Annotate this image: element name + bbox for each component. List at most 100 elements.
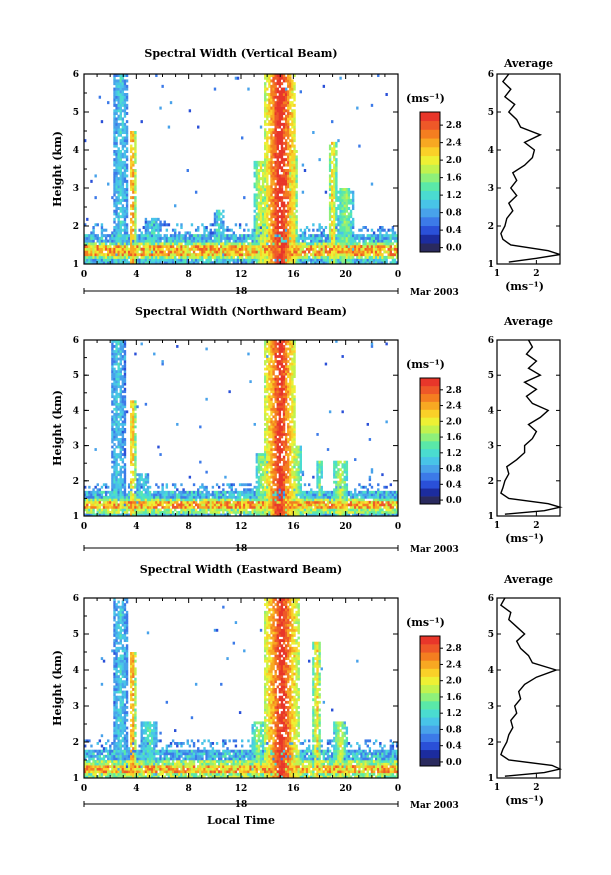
heatmap-cell	[284, 228, 288, 232]
colorbar-unit: (ms⁻¹)	[406, 92, 445, 105]
heatmap-cell	[278, 101, 282, 105]
heatmap-cell	[199, 255, 202, 259]
heatmap-cell	[270, 198, 273, 202]
heatmap-cell	[264, 103, 267, 107]
heatmap-cell	[337, 261, 340, 265]
heatmap-cell	[364, 242, 367, 246]
heatmap-cell	[134, 417, 137, 421]
heatmap-cell	[130, 422, 133, 426]
heatmap-cell	[341, 228, 344, 232]
heatmap-cell	[264, 342, 267, 346]
heatmap-cell	[391, 258, 395, 262]
heatmap-cell	[381, 245, 384, 249]
heatmap-cell	[171, 258, 175, 262]
heatmap-cell	[136, 255, 139, 259]
heatmap-cell	[207, 498, 210, 502]
heatmap-cell	[217, 490, 221, 494]
heatmap-cell	[117, 495, 120, 499]
heatmap-cell	[391, 236, 395, 240]
heatmap-cell	[182, 505, 185, 509]
heatmap-cell	[113, 103, 116, 107]
colorbar-tick-label: 2.0	[446, 156, 462, 166]
heatmap-cell	[222, 488, 225, 492]
heatmap-cell	[211, 513, 215, 517]
heatmap-cell	[341, 201, 344, 205]
heatmap-cell	[238, 258, 242, 262]
heatmap-cell	[213, 255, 217, 259]
heatmap-cell	[203, 242, 206, 246]
heatmap-cell	[284, 215, 288, 219]
heatmap-cell	[138, 258, 141, 262]
heatmap-cell	[278, 253, 282, 257]
heatmap-cell	[261, 160, 265, 164]
heatmap-cell	[266, 185, 269, 189]
heatmap-cell	[222, 498, 225, 502]
heatmap-cell	[253, 204, 256, 208]
heatmap-cell	[287, 141, 290, 145]
heatmap-cell	[247, 500, 250, 504]
heatmap-cell	[295, 226, 298, 230]
heatmap-cell	[125, 204, 129, 208]
heatmap-cell	[192, 261, 196, 265]
heatmap-cell	[377, 255, 380, 259]
heatmap-cell	[295, 234, 298, 238]
heatmap-cell	[255, 188, 259, 192]
heatmap-cell	[134, 245, 137, 249]
heatmap-cell	[282, 103, 286, 107]
heatmap-cell	[222, 510, 225, 514]
heatmap-cell	[207, 250, 210, 254]
heatmap-cell	[331, 120, 334, 124]
heatmap-cell	[264, 360, 267, 363]
heatmap-cell	[251, 231, 254, 235]
heatmap-cell	[264, 226, 267, 230]
heatmap-cell	[358, 253, 361, 257]
heatmap-cell	[293, 212, 296, 216]
heatmap-cell	[115, 372, 118, 376]
heatmap-cell	[153, 228, 156, 232]
heatmap-cell	[190, 236, 194, 240]
heatmap-cell	[264, 455, 267, 459]
heatmap-cell	[104, 228, 108, 232]
heatmap-cell	[100, 490, 104, 494]
heatmap-cell	[113, 385, 116, 389]
heatmap-cell	[213, 236, 217, 240]
heatmap-cell	[203, 236, 206, 240]
heatmap-cell	[259, 125, 263, 129]
heatmap-cell	[134, 204, 137, 208]
heatmap-cell	[343, 223, 346, 227]
heatmap-cell	[132, 417, 135, 421]
heatmap-cell	[107, 255, 110, 259]
heatmap-cell	[119, 410, 122, 414]
heatmap-cell	[134, 226, 137, 230]
heatmap-cell	[247, 245, 250, 249]
heatmap-cell	[335, 179, 338, 183]
heatmap-cell	[121, 483, 125, 487]
heatmap-cell	[381, 236, 384, 240]
heatmap-cell	[253, 171, 256, 175]
heatmap-cell	[86, 513, 89, 517]
heatmap-cell	[94, 174, 97, 178]
heatmap-cell	[209, 250, 212, 254]
heatmap-cell	[134, 493, 137, 497]
heatmap-cell	[289, 234, 292, 238]
heatmap-cell	[241, 234, 244, 238]
heatmap-cell	[117, 350, 120, 353]
heatmap-cell	[328, 209, 332, 213]
heatmap-cell	[102, 498, 106, 502]
heatmap-cell	[259, 503, 263, 507]
heatmap-cell	[119, 352, 122, 356]
heatmap-cell	[282, 247, 286, 251]
heatmap-cell	[268, 114, 271, 118]
heatmap-cell	[291, 198, 294, 202]
heatmap-cell	[138, 247, 141, 251]
heatmap-cell	[266, 158, 269, 162]
heatmap-cell	[220, 226, 223, 230]
heatmap-cell	[324, 236, 328, 240]
heatmap-cell	[132, 495, 135, 499]
heatmap-cell	[134, 415, 137, 419]
heatmap-cell	[259, 473, 263, 477]
heatmap-cell	[299, 258, 302, 262]
heatmap-cell	[119, 465, 122, 469]
heatmap-cell	[354, 253, 357, 257]
heatmap-cell	[276, 223, 279, 227]
